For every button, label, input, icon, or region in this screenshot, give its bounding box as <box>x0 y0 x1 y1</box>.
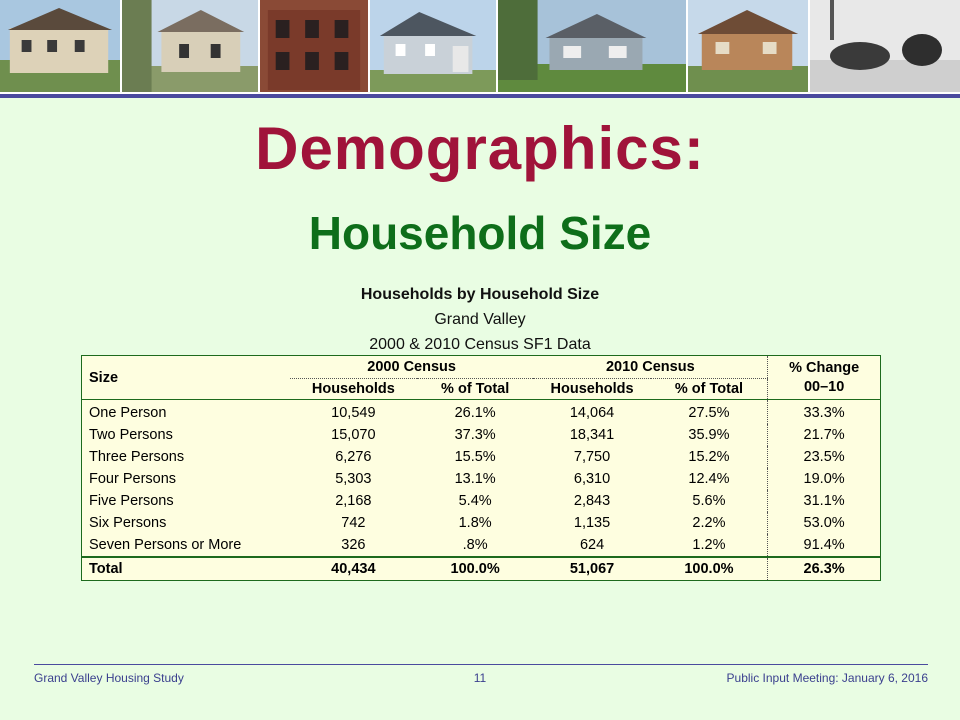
footer-meeting-date: Public Input Meeting: January 6, 2016 <box>726 671 928 685</box>
cell-pct-2010: 2.2% <box>692 515 726 531</box>
table-row: One Person 10,549 26.1% 14,064 27.5% 33.… <box>82 399 881 424</box>
cell-pct-2010: 15.2% <box>688 449 730 465</box>
cell-pct-2000: 26.1% <box>454 405 496 421</box>
cell-households-2010: 6,310 <box>573 471 611 487</box>
cell-pct-2000: .8% <box>462 537 488 553</box>
cell-households-2000: 742 <box>341 515 366 531</box>
header-size: Size <box>81 355 290 400</box>
cell-change: 91.4% <box>767 534 881 557</box>
cell-change: 23.5% <box>767 446 881 468</box>
photo-small-house <box>688 0 810 92</box>
subheader-pct-2010: % of Total <box>650 378 768 400</box>
header-2010-census: 2010 Census <box>533 355 768 379</box>
cell-size: Three Persons <box>89 449 185 465</box>
photo-brick-building <box>260 0 370 92</box>
table-caption-title: Households by Household Size <box>360 286 600 303</box>
cell-size: One Person <box>89 405 167 421</box>
header-percent-change-line2: 00–10 <box>803 378 845 395</box>
cell-households-2010: 18,341 <box>569 427 615 443</box>
cell-pct-2000: 1.8% <box>458 515 492 531</box>
table-caption-source: 2000 & 2010 Census SF1 Data <box>369 336 591 353</box>
cell-size: Two Persons <box>89 427 173 443</box>
cell-pct-2010: 5.6% <box>692 493 726 509</box>
cell-households-2000: 10,549 <box>331 405 376 421</box>
cell-households-2010: 14,064 <box>569 405 615 421</box>
photo-two-story-house <box>370 0 498 92</box>
footer-study-name: Grand Valley Housing Study <box>34 671 184 685</box>
table-row: Six Persons 742 1.8% 1,135 2.2% 53.0% <box>82 512 881 534</box>
cell-total-households-2000: 40,434 <box>289 556 417 581</box>
cell-pct-2010: 35.9% <box>688 427 730 443</box>
cell-change: 31.1% <box>767 490 881 512</box>
page-subtitle: Household Size <box>308 207 652 259</box>
cell-households-2000: 2,168 <box>335 493 372 509</box>
cell-change: 21.7% <box>767 424 881 446</box>
table-total-row: Total 40,434 100.0% 51,067 100.0% 26.3% <box>81 556 881 581</box>
cell-size: Seven Persons or More <box>89 537 242 553</box>
cell-households-2010: 624 <box>579 537 605 553</box>
household-size-table: Size 2000 Census 2010 Census % Change 00… <box>81 355 881 581</box>
cell-households-2000: 15,070 <box>331 427 376 443</box>
cell-size: Four Persons <box>89 471 177 487</box>
cell-households-2000: 326 <box>341 537 366 553</box>
household-size-table-wrapper: Size 2000 Census 2010 Census % Change 00… <box>81 355 881 581</box>
cell-size: Six Persons <box>89 515 167 531</box>
cell-change: 33.3% <box>767 399 881 424</box>
cell-pct-2010: 27.5% <box>688 405 730 421</box>
cell-size: Five Persons <box>89 493 174 509</box>
cell-pct-2010: 12.4% <box>688 471 730 487</box>
cell-pct-2000: 5.4% <box>458 493 492 509</box>
subheader-households-2000: Households <box>289 378 417 400</box>
photo-banner <box>0 0 960 94</box>
photo-townhouses <box>0 0 122 92</box>
table-row: Three Persons 6,276 15.5% 7,750 15.2% 23… <box>82 446 881 468</box>
cell-total-pct-2010: 100.0% <box>650 556 768 581</box>
photo-old-house <box>122 0 260 92</box>
cell-households-2010: 7,750 <box>573 449 611 465</box>
header-percent-change-line1: % Change <box>789 359 860 376</box>
cell-households-2000: 6,276 <box>335 449 372 465</box>
table-row: Four Persons 5,303 13.1% 6,310 12.4% 19.… <box>82 468 881 490</box>
table-row: Seven Persons or More 326 .8% 624 1.2% 9… <box>82 534 881 557</box>
table-header-row: Size 2000 Census 2010 Census % Change 00… <box>81 355 881 400</box>
table-row: Five Persons 2,168 5.4% 2,843 5.6% 31.1% <box>82 490 881 512</box>
table-row: Two Persons 15,070 37.3% 18,341 35.9% 21… <box>82 424 881 446</box>
table-subheader-row: Households % of Total Households % of To… <box>82 378 881 400</box>
footer-page-number: 11 <box>473 671 487 685</box>
subheader-households-2010: Households <box>533 378 651 400</box>
cell-change: 53.0% <box>767 512 881 534</box>
cell-change: 19.0% <box>767 468 881 490</box>
cell-households-2010: 2,843 <box>573 493 611 509</box>
banner-divider <box>0 94 960 98</box>
cell-households-2000: 5,303 <box>335 471 372 487</box>
photo-bungalow <box>498 0 688 92</box>
cell-households-2010: 1,135 <box>573 515 611 531</box>
cell-total-label: Total <box>81 556 290 581</box>
table-caption-place: Grand Valley <box>434 311 526 328</box>
footer-divider <box>34 664 928 665</box>
photo-homeless-people <box>810 0 960 92</box>
header-2000-census: 2000 Census <box>289 355 534 379</box>
cell-pct-2010: 1.2% <box>692 537 726 553</box>
subheader-pct-2000: % of Total <box>416 378 534 400</box>
header-percent-change: % Change 00–10 <box>767 355 881 400</box>
cell-pct-2000: 37.3% <box>454 427 496 443</box>
cell-pct-2000: 15.5% <box>454 449 496 465</box>
cell-total-change: 26.3% <box>767 556 881 581</box>
cell-pct-2000: 13.1% <box>454 471 496 487</box>
cell-total-pct-2000: 100.0% <box>416 556 534 581</box>
cell-total-households-2010: 51,067 <box>533 556 651 581</box>
page-title: Demographics: <box>255 115 705 182</box>
